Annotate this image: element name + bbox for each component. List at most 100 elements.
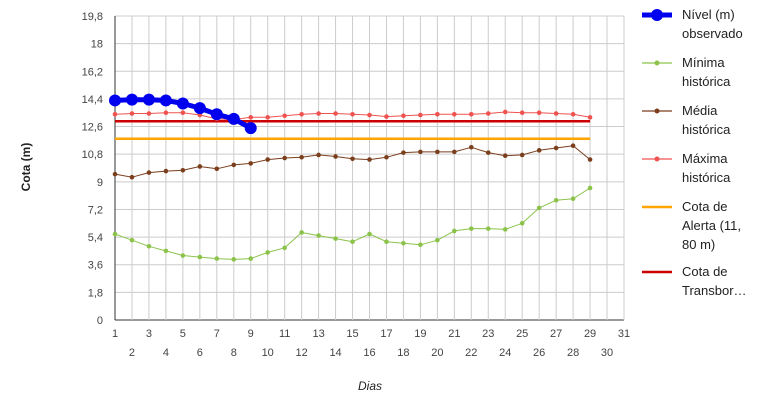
data-point (384, 154, 389, 160)
y-tick-label: 16,2 (82, 66, 103, 78)
data-point (142, 93, 155, 106)
data-point (401, 150, 406, 155)
y-axis-title: Cota (m) (19, 143, 33, 192)
legend[interactable]: Nível (m) observado Mínima histórica Média hi… (642, 7, 747, 298)
x-tick-label: 24 (499, 347, 511, 359)
x-tick-label: 30 (601, 347, 613, 359)
legend-item[interactable]: Média histórica (642, 103, 731, 137)
data-point (112, 171, 118, 177)
data-point (536, 205, 542, 211)
data-point (282, 155, 287, 161)
data-point (502, 227, 508, 232)
data-point (502, 109, 508, 115)
y-tick-label: 3,6 (88, 260, 103, 272)
data-point (214, 256, 220, 261)
series-layer (109, 93, 593, 262)
legend-item[interactable]: Nível (m) observado (642, 7, 743, 41)
x-tick-label: 1 (112, 328, 118, 340)
x-tick-label: 2 (129, 347, 135, 359)
data-point (109, 94, 121, 107)
data-point (333, 236, 338, 241)
legend-label: Transbor… (682, 283, 747, 298)
data-point (401, 113, 406, 119)
data-point (299, 111, 304, 117)
x-tick-label: 27 (550, 328, 562, 340)
data-point (519, 220, 525, 226)
series-0 (109, 93, 257, 135)
data-point (129, 174, 135, 180)
legend-label: 80 m) (682, 237, 715, 252)
x-tick-label: 14 (329, 347, 341, 359)
data-point (180, 253, 186, 258)
data-point (333, 154, 338, 159)
data-point (163, 168, 169, 174)
x-tick-label: 21 (448, 328, 460, 340)
data-point (553, 197, 559, 203)
data-point (367, 231, 372, 237)
data-point (553, 145, 559, 151)
legend-label: Mínima (682, 55, 725, 70)
data-point (316, 233, 321, 238)
legend-swatch-dot (651, 9, 663, 21)
y-tick-label: 10,8 (82, 149, 103, 161)
x-tick-label: 12 (296, 347, 308, 359)
x-tick-label: 3 (146, 328, 152, 340)
x-tick-label: 4 (163, 347, 169, 359)
data-point (265, 250, 271, 255)
data-point (159, 94, 172, 107)
data-point (333, 111, 338, 116)
legend-label: Alerta (11, (682, 218, 741, 233)
data-point (570, 111, 576, 117)
legend-item[interactable]: Cota de Alerta (11, 80 m) (642, 199, 741, 252)
legend-label: histórica (682, 170, 731, 185)
data-point (452, 111, 457, 117)
data-point (193, 102, 206, 115)
data-point (418, 112, 423, 118)
data-point (244, 122, 257, 135)
data-point (401, 240, 406, 246)
x-tick-label: 17 (380, 328, 392, 340)
x-tick-label: 10 (262, 347, 274, 359)
x-tick-label: 9 (248, 328, 254, 340)
data-point (384, 114, 389, 119)
data-point (129, 111, 135, 116)
y-tick-label: 19,8 (82, 11, 103, 23)
data-point (248, 256, 254, 261)
data-point (214, 166, 220, 172)
data-point (163, 110, 169, 116)
legend-item[interactable]: Mínima histórica (642, 55, 731, 89)
data-point (553, 111, 559, 116)
x-tick-label: 28 (567, 347, 579, 359)
legend-item[interactable]: Cota de Transbor… (642, 264, 747, 298)
y-axis-ticks: 0 1,8 3,6 5,4 7,2 9 10,8 12,6 14,4 16,2 18 19,8 (82, 11, 103, 327)
legend-label: observado (682, 26, 743, 41)
data-point (485, 226, 491, 231)
data-point (536, 148, 542, 153)
y-tick-label: 9 (97, 177, 103, 189)
data-point (587, 157, 593, 162)
data-point (350, 111, 355, 117)
legend-label: Máxima (682, 151, 728, 166)
x-tick-label: 19 (414, 328, 426, 340)
data-point (210, 108, 223, 121)
data-point (384, 239, 389, 244)
x-tick-label: 7 (214, 328, 220, 340)
x-tick-label: 11 (279, 328, 290, 340)
data-point (248, 161, 254, 166)
data-point (536, 110, 542, 116)
legend-item[interactable]: Máxima histórica (642, 151, 731, 185)
data-point (163, 248, 169, 254)
legend-label: Média (682, 103, 718, 118)
data-point (452, 149, 457, 155)
data-point (125, 93, 138, 106)
data-point (367, 112, 372, 118)
data-point (519, 110, 525, 116)
data-point (316, 111, 321, 116)
series-2 (112, 143, 593, 180)
series-1 (112, 185, 593, 262)
x-tick-label: 20 (431, 347, 443, 359)
data-point (299, 230, 304, 235)
y-tick-label: 5,4 (88, 232, 103, 244)
x-tick-label: 22 (465, 347, 477, 359)
data-point (282, 245, 287, 251)
